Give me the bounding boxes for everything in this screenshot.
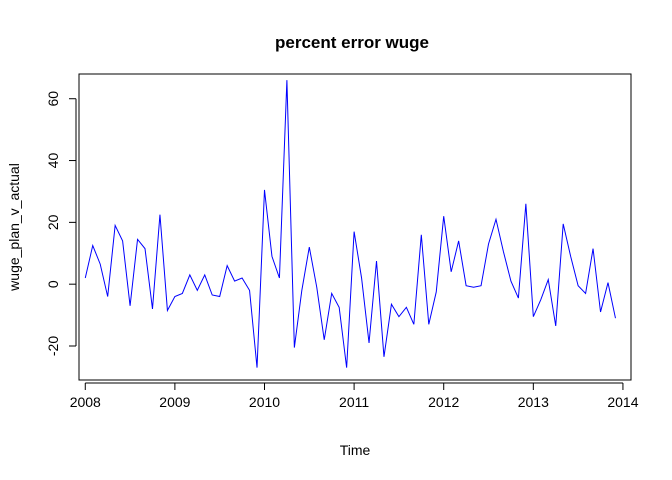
y-tick-label: 40 [45,153,61,169]
series-layer [84,80,616,368]
x-tick-label: 2012 [428,394,459,410]
y-tick-label: -20 [45,336,61,356]
x-tick-label: 2014 [607,394,638,410]
chart-title: percent error wuge [275,33,429,52]
series-line [84,80,616,368]
x-tick-label: 2011 [339,394,369,410]
y-tick-label: 0 [45,280,61,288]
x-tick-label: 2009 [159,394,190,410]
x-tick-label: 2013 [518,394,549,410]
x-axis-label: Time [340,442,371,458]
y-axis: -20 0 20 40 60 [45,91,77,356]
y-tick-label: 20 [45,214,61,230]
x-tick-label: 2008 [70,394,101,410]
plot-box [78,73,632,381]
x-tick-label: 2010 [249,394,280,410]
x-axis: 2008 2009 2010 2011 2012 2013 2014 [70,382,639,410]
y-axis-label: wuge_plan_v_actual [6,163,22,292]
y-tick-label: 60 [45,91,61,107]
